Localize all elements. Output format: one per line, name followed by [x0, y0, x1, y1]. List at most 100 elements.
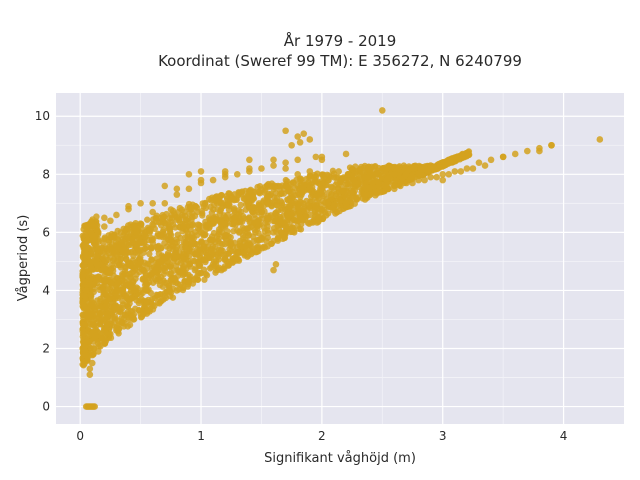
- scatter-cloud-point: [209, 236, 216, 244]
- scatter-cloud-point: [153, 255, 160, 262]
- scatter-cloud-point: [305, 203, 313, 211]
- scatter-cloud-point: [282, 182, 289, 190]
- scatter-point: [101, 223, 108, 230]
- scatter-cloud-point: [123, 256, 130, 263]
- scatter-cloud-point: [255, 189, 262, 196]
- scatter-point: [258, 211, 265, 219]
- scatter-cloud-point: [159, 233, 166, 241]
- scatter-cloud-point: [194, 276, 201, 283]
- x-tick-label: 0: [76, 429, 84, 443]
- scatter-cloud-point: [256, 183, 264, 190]
- scatter-cloud-point: [410, 165, 418, 172]
- scatter-cloud-point: [315, 218, 322, 225]
- y-tick-label: 10: [35, 109, 50, 123]
- scatter-point: [469, 165, 477, 172]
- scatter-point: [125, 202, 132, 210]
- scatter-point: [202, 226, 210, 233]
- scatter-cloud-point: [360, 173, 368, 181]
- scatter-point: [282, 223, 289, 230]
- scatter-cloud-point: [344, 171, 352, 178]
- scatter-point: [209, 261, 217, 268]
- scatter-point: [457, 168, 465, 175]
- scatter-cloud-point: [277, 191, 284, 198]
- scatter-cloud-point: [109, 233, 116, 240]
- scatter-cloud-point: [114, 227, 121, 235]
- scatter-point: [272, 261, 280, 268]
- scatter-point: [161, 182, 169, 190]
- scatter-cloud-point: [344, 180, 351, 188]
- scatter-cloud-point: [271, 183, 278, 191]
- scatter-cloud-point: [337, 179, 344, 186]
- scatter-cloud-point: [92, 259, 100, 266]
- scatter-cloud-point: [79, 232, 86, 239]
- scatter-cloud-point: [201, 276, 208, 283]
- scatter-point: [149, 301, 156, 309]
- scatter-point: [288, 141, 295, 149]
- scatter-cloud-point: [131, 259, 139, 266]
- scatter-point: [227, 240, 235, 248]
- scatter-point: [233, 249, 241, 256]
- scatter-point: [258, 234, 265, 242]
- scatter-point: [125, 316, 132, 323]
- scatter-point: [203, 252, 211, 259]
- scatter-cloud-point: [87, 281, 95, 288]
- x-tick-label: 2: [318, 429, 326, 443]
- scatter-cloud-point: [121, 278, 128, 285]
- scatter-point: [98, 316, 106, 323]
- scatter-point: [173, 191, 181, 198]
- scatter-point: [221, 168, 229, 175]
- scatter-cloud-point: [361, 169, 368, 176]
- scatter-point: [233, 255, 241, 262]
- scatter-cloud-point: [172, 224, 179, 231]
- scatter-cloud-point: [347, 199, 355, 207]
- tick-labels: 0 1 2 3 4 0 2 4 6 8 10: [35, 109, 568, 443]
- scatter-cloud-point: [464, 150, 472, 157]
- scatter-point: [421, 176, 428, 184]
- scatter-cloud-point: [97, 295, 104, 303]
- scatter-cloud-point: [245, 232, 252, 239]
- scatter-cloud-point: [93, 213, 100, 220]
- scatter-point: [240, 234, 247, 242]
- scatter-cloud-point: [218, 191, 225, 199]
- scatter-cloud-point: [255, 220, 262, 227]
- scatter-point: [81, 258, 89, 265]
- scatter-point: [91, 333, 98, 341]
- scatter-cloud-point: [166, 288, 174, 295]
- x-tick-label: 3: [439, 429, 447, 443]
- scatter-point: [282, 165, 289, 172]
- scatter-point: [151, 266, 159, 274]
- scatter-cloud-point: [423, 167, 431, 174]
- scatter-cloud-point: [441, 161, 448, 169]
- scatter-cloud-point: [187, 226, 194, 233]
- scatter-point: [173, 287, 181, 294]
- scatter-cloud-point: [95, 238, 102, 245]
- scatter-point: [215, 226, 223, 233]
- scatter-point: [96, 304, 103, 312]
- scatter-cloud-point: [263, 194, 271, 201]
- scatter-point: [548, 141, 555, 149]
- scatter-point: [252, 229, 259, 236]
- scatter-point: [481, 162, 489, 169]
- scatter-point: [296, 139, 304, 146]
- scatter-cloud-point: [176, 204, 184, 212]
- scatter-cloud-point: [205, 214, 213, 221]
- scatter-cloud-point: [265, 215, 272, 222]
- scatter-cloud-point: [217, 206, 225, 213]
- scatter-cloud-point: [143, 286, 151, 294]
- scatter-point: [463, 165, 471, 172]
- scatter-point: [91, 403, 98, 410]
- scatter-cloud-point: [130, 222, 137, 229]
- scatter-cloud-point: [84, 309, 91, 316]
- scatter-cloud-point: [252, 215, 259, 222]
- scatter-cloud-point: [177, 269, 184, 276]
- scatter-point: [312, 202, 320, 210]
- scatter-cloud-point: [89, 352, 96, 359]
- scatter-cloud-point: [246, 219, 254, 226]
- scatter-point: [137, 310, 144, 317]
- scatter-cloud-point: [83, 238, 90, 245]
- scatter-point: [524, 147, 531, 155]
- scatter-point: [137, 200, 144, 207]
- scatter-cloud-point: [237, 216, 244, 224]
- scatter-cloud-point: [130, 311, 138, 318]
- scatter-point: [113, 287, 120, 294]
